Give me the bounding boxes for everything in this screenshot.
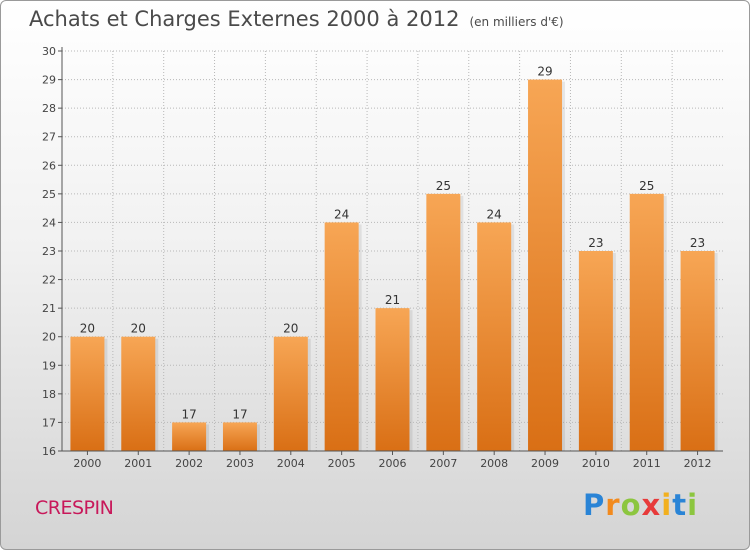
data-label: 17 [232, 407, 247, 421]
x-tick-label: 2009 [531, 457, 559, 470]
city-label: CRESPIN [35, 497, 114, 519]
y-tick-label: 25 [42, 188, 56, 201]
x-tick-label: 2001 [124, 457, 152, 470]
bar-2001 [121, 336, 156, 451]
y-tick-label: 27 [42, 131, 56, 144]
x-tick-label: 2012 [684, 457, 712, 470]
logo-letter: r [605, 488, 621, 522]
data-label: 25 [639, 179, 654, 193]
bar-2005 [324, 222, 359, 451]
x-tick-label: 2011 [633, 457, 661, 470]
y-tick-label: 28 [42, 102, 56, 115]
bar-2010 [578, 251, 613, 451]
chart-title-text: Achats et Charges Externes 2000 à 2012 [29, 7, 460, 31]
proxiti-logo[interactable]: Proxiti [583, 488, 698, 522]
labels: 16 17 18 19 20 21 22 23 24 25 26 27 28 29 30 20 2000 20 20… [42, 45, 712, 470]
y-tick-label: 23 [42, 245, 56, 258]
logo-letter: x [641, 488, 662, 522]
data-label: 29 [537, 65, 552, 79]
y-tick-label: 16 [42, 445, 56, 458]
bar-2009 [528, 79, 563, 452]
bar-2007 [426, 193, 461, 451]
chart-title-unit: (en milliers d'€) [469, 15, 564, 29]
data-label: 20 [131, 322, 146, 336]
y-tick-label: 20 [42, 331, 56, 344]
logo-letter: i [661, 488, 673, 522]
logo-letter: t [672, 488, 688, 522]
x-tick-label: 2003 [226, 457, 254, 470]
bar-2004 [273, 336, 308, 451]
bar-2002 [172, 422, 207, 451]
data-label: 20 [283, 322, 298, 336]
x-tick-label: 2006 [379, 457, 407, 470]
x-tick-label: 2000 [73, 457, 101, 470]
axes [58, 47, 723, 455]
y-tick-label: 29 [42, 74, 56, 87]
logo-letter: i [687, 488, 699, 522]
bar-2008 [477, 222, 512, 451]
data-label: 20 [80, 322, 95, 336]
x-tick-label: 2004 [277, 457, 305, 470]
y-tick-label: 17 [42, 416, 56, 429]
chart-title: Achats et Charges Externes 2000 à 2012 (e… [29, 7, 564, 31]
logo-letter: o [620, 488, 642, 522]
x-tick-label: 2002 [175, 457, 203, 470]
y-tick-label: 18 [42, 388, 56, 401]
data-label: 24 [487, 207, 502, 221]
y-tick-label: 19 [42, 359, 56, 372]
data-label: 23 [690, 236, 705, 250]
y-tick-label: 24 [42, 216, 56, 229]
x-tick-label: 2005 [328, 457, 356, 470]
x-tick-label: 2007 [429, 457, 457, 470]
x-tick-label: 2010 [582, 457, 610, 470]
bar-2012 [680, 251, 715, 451]
data-label: 25 [436, 179, 451, 193]
bar-2003 [222, 422, 257, 451]
bar-2006 [375, 308, 410, 451]
y-tick-label: 30 [42, 45, 56, 58]
data-label: 17 [181, 407, 196, 421]
logo-letter: P [583, 488, 606, 522]
y-tick-label: 22 [42, 274, 56, 287]
data-label: 21 [385, 293, 400, 307]
x-tick-label: 2008 [480, 457, 508, 470]
bars [70, 79, 718, 452]
bar-2011 [629, 193, 664, 451]
y-tick-label: 21 [42, 302, 56, 315]
data-label: 23 [588, 236, 603, 250]
data-label: 24 [334, 207, 349, 221]
y-tick-label: 26 [42, 159, 56, 172]
bar-2000 [70, 336, 105, 451]
